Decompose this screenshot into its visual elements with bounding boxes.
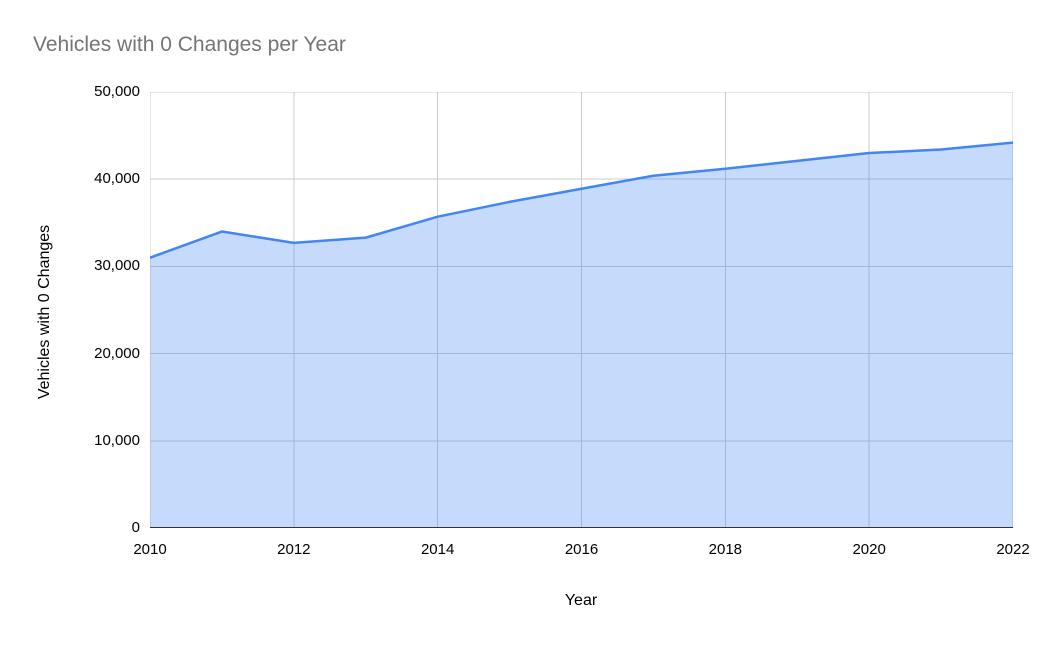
y-tick-label: 30,000 [94, 257, 140, 275]
x-tick-label: 2010 [133, 541, 167, 558]
x-tick-label: 2018 [708, 541, 743, 558]
x-tick-label: 2020 [852, 541, 886, 558]
y-tick-label: 0 [131, 519, 140, 536]
x-tick-label: 2016 [564, 541, 599, 558]
x-tick-label: 2014 [420, 541, 455, 558]
y-tick-label: 20,000 [94, 344, 140, 362]
plot-area [150, 92, 1013, 528]
x-tick-label: 2022 [996, 541, 1030, 558]
y-tick-label: 10,000 [94, 431, 140, 449]
x-tick-label: 2012 [277, 541, 311, 558]
series-line [150, 141, 1013, 259]
series-area-fill [150, 142, 1013, 528]
y-tick-label: 40,000 [94, 170, 140, 188]
y-tick-label: 50,000 [94, 83, 140, 100]
x-axis-title: Year [564, 592, 598, 609]
chart-title: Vehicles with 0 Changes per Year [33, 33, 346, 56]
y-axis-title: Vehicles with 0 Changes [36, 224, 53, 400]
